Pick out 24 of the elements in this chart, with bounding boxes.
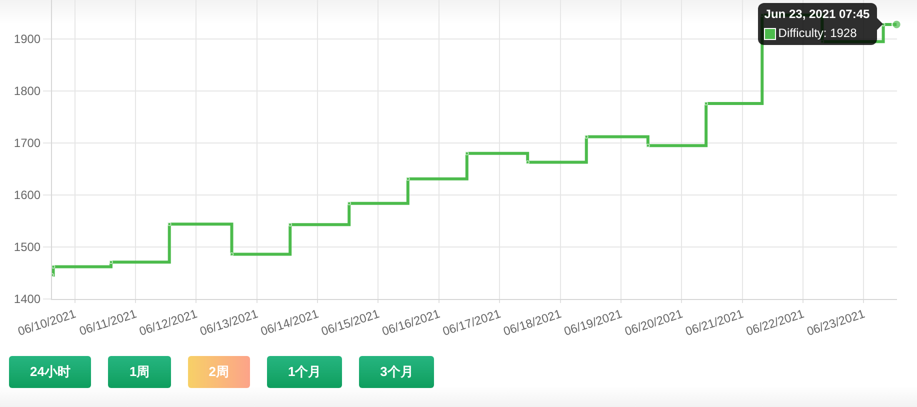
range-button: 3个月 — [359, 356, 434, 388]
y-tick-label: 1500 — [14, 240, 41, 254]
point — [167, 222, 172, 226]
point — [109, 260, 113, 264]
point — [646, 144, 650, 148]
y-tick-label: 1800 — [14, 84, 41, 98]
point — [584, 134, 588, 139]
y-tick-label: 1600 — [14, 188, 41, 202]
point — [230, 252, 234, 256]
range-button: 1个月 — [266, 356, 342, 388]
point — [288, 222, 292, 227]
y-tick-label: 1900 — [14, 32, 41, 46]
point — [347, 201, 352, 206]
y-tick-label: 1400 — [14, 292, 41, 306]
point — [704, 102, 708, 106]
point — [526, 160, 530, 164]
point — [406, 176, 410, 181]
range-button: 24小时 — [9, 356, 92, 388]
range-button: 2周 — [188, 356, 250, 388]
annotation: Difficulty: 1928 — [778, 26, 857, 42]
point — [465, 152, 469, 156]
range-button: 1周 — [108, 356, 171, 388]
y-tick-label: 1700 — [14, 136, 41, 150]
annotation: Jun 23, 2021 07:45 — [764, 7, 870, 22]
